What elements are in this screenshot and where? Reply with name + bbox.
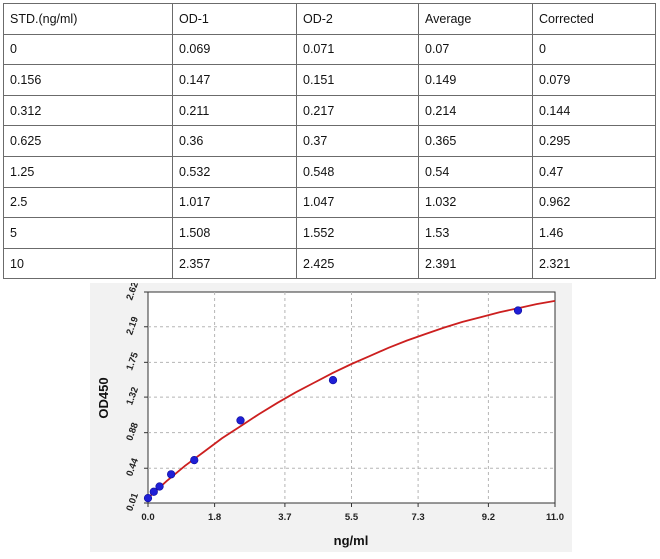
data-point	[328, 376, 338, 385]
table-cell: 0.151	[296, 64, 419, 96]
table-cell: Corrected	[532, 3, 656, 35]
table-cell: 2.391	[418, 247, 533, 280]
table-cell: 1.032	[418, 186, 533, 219]
table-cell: 0.36	[172, 125, 297, 157]
table-cell: 0.069	[172, 33, 297, 66]
fitted-curve-line	[147, 300, 556, 499]
table-cell: 5	[3, 217, 173, 249]
table-cell: 0.625	[3, 125, 173, 157]
table-cell: 0.962	[532, 186, 656, 219]
table-cell: OD-1	[172, 3, 297, 35]
x-tick-label: 9.2	[482, 512, 495, 523]
table-cell: 2.321	[532, 247, 656, 280]
data-point	[143, 494, 153, 503]
table-row: 0.312 0.211 0.217 0.214 0.144	[3, 94, 656, 127]
x-tick-label: 1.8	[208, 512, 221, 523]
table-row: 10 2.357 2.425 2.391 2.321	[3, 247, 656, 280]
table-cell: 0.071	[296, 33, 419, 66]
table-cell: 0.079	[532, 64, 656, 96]
table-row: 0.625 0.36 0.37 0.365 0.295	[3, 125, 656, 157]
grid-lines	[148, 292, 555, 503]
x-axis-label: ng/ml	[334, 533, 369, 548]
table-cell: 0.07	[418, 33, 533, 66]
table-cell: 2.5	[3, 186, 173, 219]
table-cell: 1.047	[296, 186, 419, 219]
chart-svg: 0.0 1.8 3.7 5.5 7.3 9.2 11.00.010.440.881.321.…	[90, 283, 572, 552]
x-tick-label: 7.3	[411, 512, 424, 523]
table-cell: 0.144	[532, 94, 656, 127]
table-cell: OD-2	[296, 3, 419, 35]
table-cell: 0.214	[418, 94, 533, 127]
table-row: 5 1.508 1.552 1.53 1.46	[3, 217, 656, 249]
table-cell: 0.211	[172, 94, 297, 127]
table-cell: 0.37	[296, 125, 419, 157]
table-header-row: STD.(ng/ml) OD-1 OD-2 Average Corrected	[3, 3, 656, 35]
table-cell: 1.53	[418, 217, 533, 249]
data-point	[190, 456, 199, 465]
table-row: 0 0.069 0.071 0.07 0	[3, 33, 656, 66]
table-cell: 0.54	[418, 155, 533, 188]
table-cell: 0.532	[172, 155, 297, 188]
data-point	[149, 487, 158, 496]
table-cell: STD.(ng/ml)	[3, 3, 173, 35]
table-cell: 1.552	[296, 217, 419, 249]
data-point	[513, 306, 523, 315]
data-point	[167, 470, 176, 479]
table-cell: 0.47	[532, 155, 656, 188]
table-row: 1.25 0.532 0.548 0.54 0.47	[3, 155, 656, 188]
table-cell: Average	[418, 3, 533, 35]
table-cell: 0.365	[418, 125, 533, 157]
table-cell: 2.357	[172, 247, 297, 280]
standard-curve-chart: 0.0 1.8 3.7 5.5 7.3 9.2 11.0 0.01 0.44 0.88 1.32 1.…	[90, 283, 572, 552]
table-cell: 0.156	[3, 64, 173, 96]
table-cell: 0.548	[296, 155, 419, 188]
table-cell: 10	[3, 247, 173, 280]
table-row: 2.5 1.017 1.047 1.032 0.962	[3, 186, 656, 219]
table-cell: 1.017	[172, 186, 297, 219]
table-cell: 1.25	[3, 155, 173, 188]
table-cell: 1.508	[172, 217, 297, 249]
x-tick-label: 3.7	[278, 512, 291, 523]
data-point	[155, 482, 164, 491]
table-cell: 0	[3, 33, 173, 66]
x-tick-label: 0.0	[141, 512, 154, 523]
table-cell: 0.147	[172, 64, 297, 96]
data-points	[143, 306, 523, 503]
table-cell: 0	[532, 33, 656, 66]
x-tick-label: 5.5	[345, 512, 359, 523]
table-cell: 2.425	[296, 247, 419, 280]
table-cell: 1.46	[532, 217, 656, 249]
x-tick-label: 11.0	[546, 512, 564, 523]
table-cell: 0.149	[418, 64, 533, 96]
data-point	[236, 416, 245, 425]
table-cell: 0.295	[532, 125, 656, 157]
standard-curve-table: STD.(ng/ml) OD-1 OD-2 Average Corrected 0 0.06…	[3, 3, 656, 280]
table-cell: 0.217	[296, 94, 419, 127]
table-cell: 0.312	[3, 94, 173, 127]
y-axis-label: OD450	[96, 377, 111, 418]
table-row: 0.156 0.147 0.151 0.149 0.079	[3, 64, 656, 96]
table-body: STD.(ng/ml) OD-1 OD-2 Average Corrected 0 0.06…	[3, 3, 656, 280]
